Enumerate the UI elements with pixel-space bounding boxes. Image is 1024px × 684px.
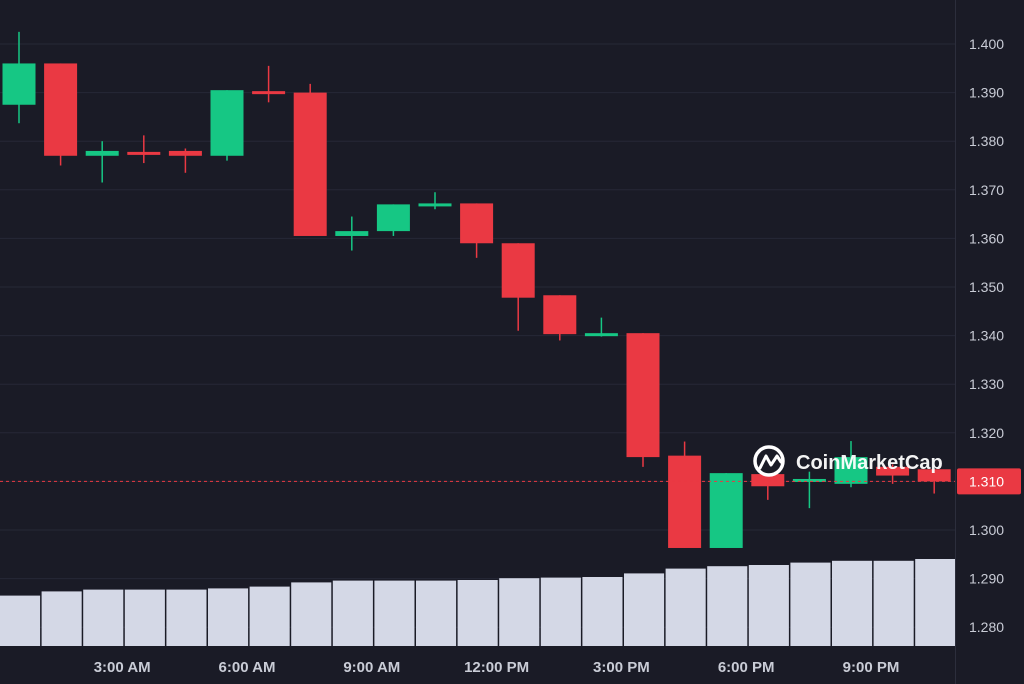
y-tick-label: 1.380	[969, 133, 1004, 149]
coinmarketcap-watermark: CoinMarketCap	[753, 445, 943, 477]
y-tick-label: 1.350	[969, 279, 1004, 295]
current-price-label: 1.310	[969, 473, 1004, 489]
candle-body	[834, 457, 868, 484]
candle-body	[168, 150, 202, 156]
y-tick-label: 1.290	[969, 571, 1004, 587]
volume-bar	[624, 573, 665, 646]
candle-body	[501, 243, 535, 298]
candle-down	[501, 243, 535, 331]
candle-body	[751, 474, 785, 487]
volume-bar	[124, 589, 165, 646]
candle-body	[792, 478, 826, 482]
candle-body	[626, 333, 660, 458]
candle-up	[792, 471, 826, 509]
y-tick-label: 1.280	[969, 619, 1004, 635]
candle-down	[626, 333, 660, 467]
candle-down	[168, 148, 202, 173]
y-tick-label: 1.340	[969, 328, 1004, 344]
x-tick-label: 9:00 PM	[843, 659, 900, 676]
candle-body	[418, 203, 452, 207]
y-tick-label: 1.330	[969, 376, 1004, 392]
candle-down	[917, 469, 951, 494]
candle-down	[876, 464, 910, 484]
candle-body	[709, 473, 743, 548]
y-tick-label: 1.370	[969, 182, 1004, 198]
candle-down	[44, 63, 78, 166]
candle-body	[293, 92, 327, 236]
x-axis-ticks: 3:00 AM 6:00 AM 9:00 AM 12:00 PM 3:00 PM 6:00…	[94, 659, 900, 676]
candle-body	[668, 455, 702, 548]
volume-bar	[83, 589, 124, 646]
x-tick-label: 6:00 PM	[718, 659, 775, 676]
candle-up	[2, 31, 36, 124]
volume-bar	[0, 595, 41, 646]
candle-up	[418, 192, 452, 210]
candle-up	[376, 204, 410, 236]
volume-bar	[707, 566, 748, 646]
volume-bar	[332, 580, 373, 646]
x-tick-label: 3:00 PM	[593, 659, 650, 676]
candle-body	[2, 63, 36, 105]
volume-bar	[832, 560, 873, 646]
candle-body	[85, 150, 119, 156]
candle-down	[252, 65, 286, 103]
volume-bar	[416, 580, 457, 646]
candle-body	[584, 333, 618, 337]
volume-bar	[41, 591, 82, 646]
x-tick-label: 9:00 AM	[343, 659, 400, 676]
volume-bar	[291, 582, 332, 646]
volume-bar	[790, 562, 831, 646]
current-price-tag: 1.310	[957, 468, 1021, 495]
volume-bar	[208, 588, 249, 646]
volume-bar	[873, 560, 914, 646]
candle-down	[293, 83, 327, 236]
x-tick-label: 12:00 PM	[464, 659, 529, 676]
volume-bar	[748, 565, 789, 646]
candle-body	[335, 231, 369, 236]
candle-up	[834, 441, 868, 488]
candle-body	[876, 466, 910, 476]
candle-down	[127, 135, 161, 164]
volume-bar	[915, 559, 956, 646]
candle-body	[376, 204, 410, 232]
candle-body	[44, 63, 78, 156]
volume-bar	[249, 586, 290, 646]
volume-bar	[665, 568, 706, 646]
volume-bar	[499, 578, 540, 646]
candle-body	[210, 90, 244, 156]
volume-bar	[374, 580, 415, 646]
volume-bars	[0, 559, 956, 646]
candles	[2, 31, 951, 548]
y-tick-label: 1.320	[969, 425, 1004, 441]
candle-down	[460, 203, 494, 258]
y-tick-label: 1.390	[969, 85, 1004, 101]
candle-body	[460, 203, 494, 244]
candle-down	[751, 474, 785, 500]
coinmarketcap-logo-icon	[753, 445, 785, 477]
candle-down	[543, 295, 577, 341]
volume-bar	[540, 577, 581, 646]
candle-up	[709, 473, 743, 548]
watermark-text: CoinMarketCap	[796, 452, 943, 474]
candle-body	[917, 469, 951, 482]
volume-bar	[582, 577, 623, 646]
x-tick-label: 6:00 AM	[219, 659, 276, 676]
x-tick-label: 3:00 AM	[94, 659, 151, 676]
y-tick-label: 1.300	[969, 522, 1004, 538]
y-tick-label: 1.360	[969, 230, 1004, 246]
y-axis-ticks: 1.400 1.390 1.380 1.370 1.360 1.350 1.340 1.330…	[969, 36, 1004, 635]
candle-up	[210, 90, 244, 161]
candle-up	[584, 317, 618, 337]
y-tick-label: 1.400	[969, 36, 1004, 52]
candle-body	[252, 91, 286, 95]
candle-down	[668, 441, 702, 548]
volume-bar	[457, 580, 498, 646]
candle-body	[543, 295, 577, 335]
volume-bar	[166, 589, 207, 646]
candle-up	[335, 216, 369, 251]
candle-body	[127, 151, 161, 155]
candle-up	[85, 141, 119, 183]
